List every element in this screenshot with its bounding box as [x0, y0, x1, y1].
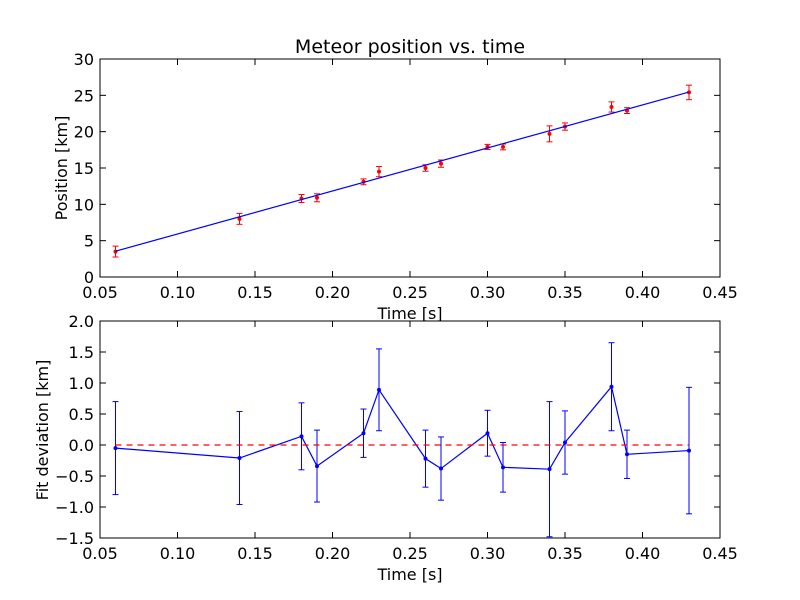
- x-tick-label: 0.05: [82, 283, 118, 302]
- y-tick-label: −1.0: [55, 498, 94, 517]
- data-point: [237, 456, 242, 461]
- deviation-axis-ticks: 0.05 0.10 0.15 0.20 0.25 0.30 0.35 0.40 0.45 −1.5…: [55, 312, 738, 563]
- x-tick-label: 0.30: [470, 544, 506, 563]
- data-point: [625, 452, 629, 457]
- y-tick-label: 0.0: [69, 436, 94, 455]
- data-point: [609, 384, 614, 389]
- data-point: [563, 440, 567, 445]
- y-tick-label: 0: [84, 268, 94, 287]
- fit-line: [115, 91, 690, 252]
- x-axis-label: Time [s]: [376, 565, 442, 584]
- deviation-panel: 0.05 0.10 0.15 0.20 0.25 0.30 0.35 0.40 0.45 −1.5…: [33, 312, 738, 584]
- y-axis-label: Fit deviation [km]: [33, 360, 52, 501]
- x-tick-label: 0.35: [547, 283, 583, 302]
- data-point: [423, 456, 428, 461]
- x-tick-label: 0.20: [315, 283, 351, 302]
- data-point: [237, 216, 242, 221]
- data-point: [377, 169, 381, 174]
- data-point: [485, 431, 490, 436]
- x-tick-label: 0.20: [315, 544, 351, 563]
- x-tick-label: 0.40: [625, 544, 661, 563]
- data-point: [315, 464, 319, 469]
- x-tick-label: 0.10: [160, 544, 196, 563]
- data-point: [439, 466, 443, 471]
- x-tick-label: 0.35: [547, 544, 583, 563]
- deviation-line: [115, 385, 690, 470]
- data-point: [439, 161, 443, 166]
- x-tick-label: 0.05: [82, 544, 118, 563]
- y-tick-label: 20: [74, 123, 94, 142]
- y-tick-label: −1.5: [55, 529, 94, 548]
- data-point: [687, 448, 691, 453]
- x-tick-label: 0.25: [392, 283, 428, 302]
- position-plot-area: [112, 84, 692, 258]
- y-tick-label: 15: [74, 159, 94, 178]
- y-tick-label: 5: [84, 232, 94, 251]
- data-point: [315, 195, 319, 200]
- y-axis-label: Position [km]: [52, 116, 71, 221]
- x-tick-label: 0.45: [702, 283, 738, 302]
- deviation-axes-frame: [99, 320, 721, 539]
- deviation-plot-area: [112, 342, 692, 538]
- x-tick-label: 0.15: [237, 544, 273, 563]
- x-tick-label: 0.15: [237, 283, 273, 302]
- y-tick-label: 10: [74, 195, 94, 214]
- data-point: [361, 431, 366, 436]
- x-tick-label: 0.10: [160, 283, 196, 302]
- y-tick-label: 30: [74, 50, 94, 69]
- position-axes-frame: [99, 58, 721, 278]
- data-point: [423, 166, 428, 170]
- y-tick-label: 2.0: [69, 312, 94, 331]
- data-point: [501, 465, 505, 470]
- data-point: [501, 144, 505, 149]
- position-panel: Meteor position vs. time 0.05 0.10 0.15 0.2…: [52, 36, 738, 323]
- data-point: [299, 434, 304, 439]
- y-tick-label: 1.5: [69, 343, 94, 362]
- data-point: [547, 131, 552, 136]
- data-point: [113, 249, 118, 254]
- x-tick-label: 0.25: [392, 544, 428, 563]
- chart-title: Meteor position vs. time: [295, 36, 525, 58]
- x-tick-label: 0.40: [625, 283, 661, 302]
- y-tick-label: 1.0: [69, 374, 94, 393]
- data-point: [113, 446, 118, 451]
- position-axis-ticks: 0.05 0.10 0.15 0.20 0.25 0.30 0.35 0.40 0.45 0 5 10…: [74, 50, 738, 302]
- data-point: [377, 387, 381, 392]
- data-point: [609, 104, 614, 109]
- x-tick-label: 0.30: [470, 283, 506, 302]
- x-axis-label: Time [s]: [376, 304, 442, 323]
- y-tick-label: −0.5: [55, 467, 94, 486]
- y-tick-label: 0.5: [69, 405, 94, 424]
- y-tick-label: 25: [74, 86, 94, 105]
- data-point: [547, 467, 552, 472]
- x-tick-label: 0.45: [702, 544, 738, 563]
